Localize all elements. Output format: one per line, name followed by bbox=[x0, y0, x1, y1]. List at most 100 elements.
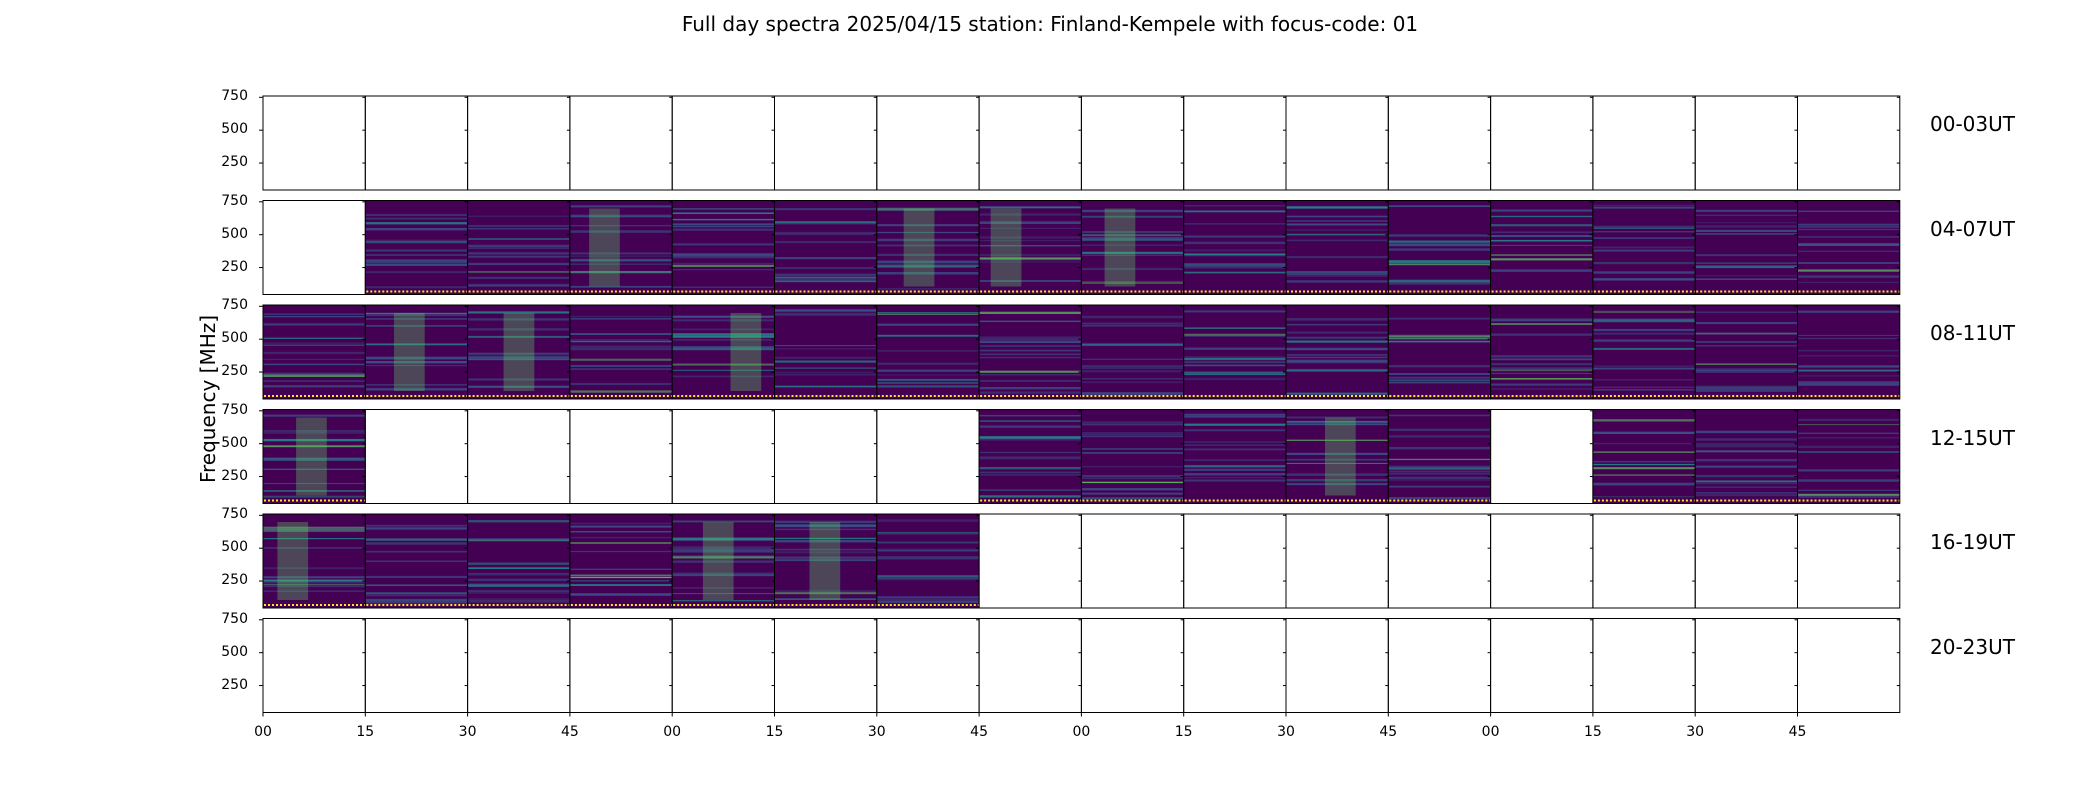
spectrum-panel bbox=[876, 304, 980, 400]
spectrum-panel bbox=[262, 200, 366, 295]
spectrum-panel bbox=[467, 200, 571, 295]
spectrum-panel bbox=[876, 513, 980, 609]
y-tick-label: 500 bbox=[221, 225, 248, 242]
y-tick-label: 750 bbox=[221, 88, 248, 105]
x-tick-label: 15 bbox=[1583, 724, 1602, 740]
spectrum-panel bbox=[1080, 409, 1185, 504]
x-tick-label: 15 bbox=[765, 724, 784, 740]
spectrum-panel bbox=[978, 304, 1083, 400]
spectrum-panel bbox=[978, 409, 1083, 504]
spectrum-panel bbox=[1490, 513, 1594, 609]
spectrum-panel bbox=[1387, 95, 1492, 191]
spectrum-panel bbox=[774, 304, 878, 400]
spectrum-panel bbox=[569, 513, 673, 609]
y-tick-label: 750 bbox=[221, 297, 248, 314]
x-tick-label: 15 bbox=[356, 724, 375, 740]
row-label: 04-07UT bbox=[1930, 216, 2015, 241]
spectrum-panel bbox=[1592, 618, 1696, 713]
spectrum-panel bbox=[1592, 200, 1696, 295]
row-label: 20-23UT bbox=[1930, 634, 2015, 659]
x-tick-label: 00 bbox=[663, 724, 682, 740]
spectrum-panel bbox=[876, 409, 980, 504]
spectrum-panel bbox=[1490, 409, 1594, 504]
spectrum-panel bbox=[1080, 304, 1185, 400]
x-tick-label: 45 bbox=[1788, 724, 1807, 740]
spectrum-panel bbox=[774, 409, 878, 504]
x-tick-label: 15 bbox=[1174, 724, 1193, 740]
spectrum-panel bbox=[774, 513, 878, 609]
row-label: 12-15UT bbox=[1930, 425, 2015, 450]
spectrum-panel bbox=[978, 200, 1083, 295]
spectrum-panel bbox=[1797, 304, 1901, 400]
spectrum-panel bbox=[978, 95, 1082, 191]
y-tick-label: 250 bbox=[221, 467, 248, 484]
x-tick-label: 00 bbox=[1072, 724, 1091, 740]
spectrum-panel bbox=[671, 409, 776, 504]
spectrum-panel bbox=[1183, 95, 1287, 191]
y-tick-label: 750 bbox=[221, 506, 248, 523]
x-tick-label: 30 bbox=[458, 724, 477, 740]
spectrum-panel bbox=[1080, 513, 1185, 609]
spectrum-panel bbox=[1183, 304, 1287, 400]
spectrum-panel bbox=[467, 409, 571, 504]
spectrum-panel bbox=[467, 618, 571, 713]
spectrum-panel bbox=[1183, 409, 1287, 504]
spectrum-panel bbox=[1694, 618, 1798, 713]
spectrum-panel bbox=[1387, 200, 1492, 295]
spectrum-panel bbox=[1694, 95, 1798, 191]
spectrum-panel bbox=[467, 304, 571, 400]
spectrum-panel bbox=[1387, 618, 1492, 713]
y-tick-label: 750 bbox=[221, 192, 248, 209]
spectrum-panel bbox=[671, 618, 776, 713]
chart-title: Full day spectra 2025/04/15 station: Fin… bbox=[681, 12, 1419, 36]
spectrum-panel bbox=[569, 95, 673, 191]
x-tick-label: 00 bbox=[254, 724, 272, 740]
spectrum-panel bbox=[1694, 304, 1799, 400]
spectrum-panel bbox=[1592, 95, 1696, 191]
spectrum-panel bbox=[978, 513, 1082, 609]
y-tick-label: 750 bbox=[221, 401, 248, 418]
spectrum-panel bbox=[1080, 95, 1185, 191]
spectrum-panel bbox=[774, 618, 878, 713]
spectrum-panel bbox=[774, 200, 878, 295]
spectrum-panel bbox=[1490, 618, 1594, 713]
y-tick-label: 500 bbox=[221, 434, 248, 451]
x-tick-label: 30 bbox=[1686, 724, 1705, 740]
spectrum-panel bbox=[1694, 513, 1798, 609]
spectrum-panel bbox=[1285, 304, 1389, 400]
y-tick-label: 500 bbox=[221, 121, 248, 138]
spectrum-panel bbox=[1387, 513, 1492, 609]
spectrum-panel bbox=[1490, 304, 1594, 400]
y-tick-label: 500 bbox=[221, 539, 248, 556]
spectrum-panel bbox=[364, 200, 469, 295]
spectrum-panel bbox=[876, 200, 980, 295]
spectrum-panel bbox=[1183, 618, 1287, 713]
x-tick-label: 30 bbox=[867, 724, 886, 740]
spectrum-panel bbox=[364, 513, 469, 609]
x-tick-label: 30 bbox=[1277, 724, 1295, 740]
x-tick-label: 45 bbox=[1379, 724, 1398, 740]
spectrum-panel bbox=[1592, 409, 1696, 504]
spectrum-panel bbox=[671, 200, 776, 295]
spectrum-panel bbox=[1797, 513, 1901, 609]
x-tick-label: 00 bbox=[1481, 724, 1500, 740]
spectrum-panel bbox=[1694, 200, 1799, 295]
spectrum-panel bbox=[569, 304, 673, 400]
row-label: 16-19UT bbox=[1930, 530, 2015, 554]
spectrum-panel bbox=[467, 513, 571, 609]
spectrum-panel bbox=[1387, 409, 1492, 504]
spectrum-panel bbox=[1285, 513, 1389, 609]
y-tick-label: 250 bbox=[221, 154, 248, 171]
spectrum-panel bbox=[1592, 513, 1696, 609]
spectrum-panel bbox=[1694, 409, 1799, 504]
spectrum-panel bbox=[876, 95, 980, 191]
spectrum-panel bbox=[1183, 513, 1287, 609]
spectrum-panel bbox=[569, 200, 673, 295]
spectrum-panel bbox=[1080, 618, 1185, 713]
y-tick-label: 250 bbox=[221, 258, 248, 275]
spectrum-panel bbox=[1387, 304, 1492, 400]
spectrum-panel bbox=[1080, 200, 1185, 295]
x-tick-label: 45 bbox=[970, 724, 989, 740]
